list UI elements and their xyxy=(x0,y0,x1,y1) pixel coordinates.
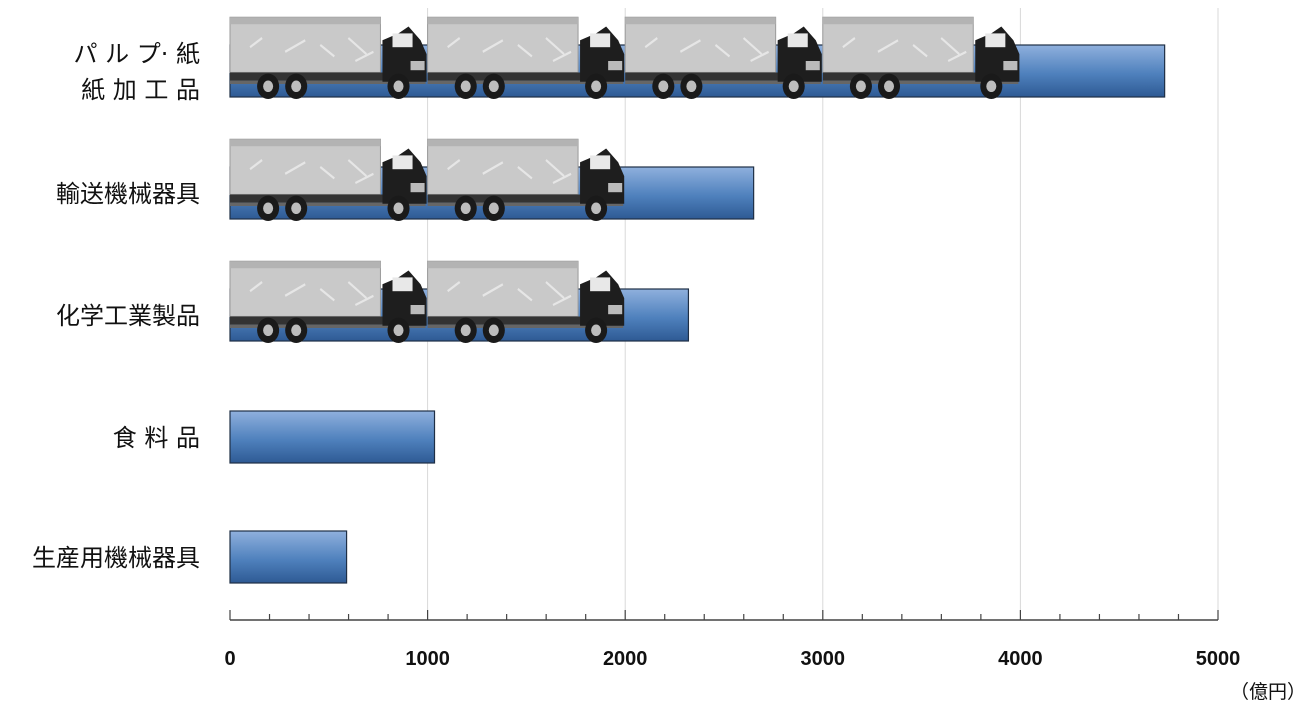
x-tick-label: 2000 xyxy=(603,648,648,670)
category-label: 食 料 品 xyxy=(113,424,200,452)
x-tick-label: 3000 xyxy=(801,648,846,670)
x-tick-label: 0 xyxy=(224,648,235,670)
x-tick-label: 5000 xyxy=(1196,648,1241,670)
category-label: パ ル プ· 紙 xyxy=(73,40,200,68)
category-label: 輸送機械器具 xyxy=(56,180,200,208)
x-tick-label: 4000 xyxy=(998,648,1043,670)
x-axis-unit-label: （億円） xyxy=(1230,681,1306,703)
category-label: 紙 加 工 品 xyxy=(81,76,200,104)
x-tick-label: 1000 xyxy=(405,648,450,670)
category-label: 生産用機械器具 xyxy=(32,544,200,572)
bar xyxy=(229,530,348,584)
category-label: 化学工業製品 xyxy=(56,302,200,330)
bar xyxy=(229,410,436,464)
